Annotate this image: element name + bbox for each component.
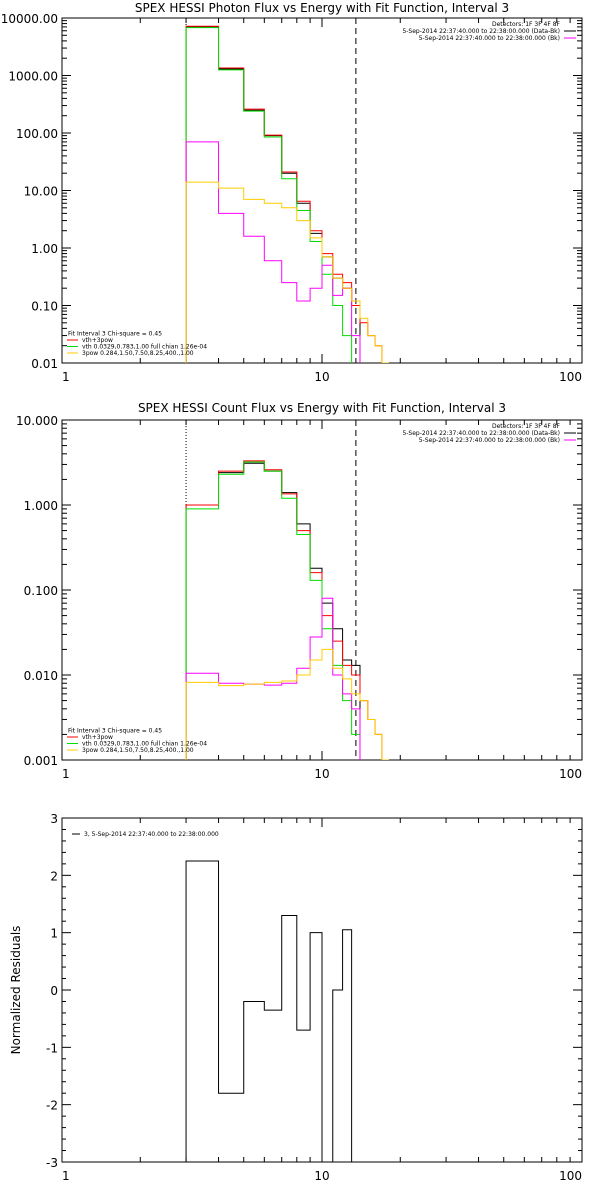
series-1-line <box>185 462 361 760</box>
y-tick-label: 100.00 <box>16 127 58 141</box>
y-axis-label: Normalized Residuals <box>9 926 23 1055</box>
x-tick-label: 100 <box>559 1169 582 1183</box>
legend-entry: 3, 5-Sep-2014 22:37:40.000 to 22:38:00.0… <box>84 831 219 838</box>
legend-entry: Detectors: 1F 3F 4F 8F <box>492 423 561 430</box>
x-tick-label: 1 <box>62 1169 70 1183</box>
legend-entry: 5-Sep-2014 22:37:40.000 to 22:38:00.000 … <box>402 430 560 437</box>
chart-title: SPEX HESSI Count Flux vs Energy with Fit… <box>138 401 506 415</box>
y-tick-label: 10.000 <box>16 414 58 428</box>
legend-entry: vth 0.0329,0.783,1.00 full chian 1.26e-0… <box>82 741 207 748</box>
data-area <box>185 18 389 363</box>
x-tick-label: 1 <box>62 767 70 781</box>
series-4-line <box>185 141 361 363</box>
y-tick-label: -1 <box>46 1041 58 1055</box>
series-1-line <box>185 26 361 363</box>
y-tick-label: -3 <box>46 1156 58 1170</box>
y-tick-label: 0.010 <box>24 669 58 683</box>
legend-entry: Detectors: 1F 3F 4F 8F <box>492 21 561 28</box>
x-tick-label: 10 <box>314 767 329 781</box>
legend-entry: Fit Interval 3 Chi-square = 0.45 <box>68 728 162 735</box>
y-tick-label: 0.10 <box>31 300 58 314</box>
legend-entry: vth 0.0329,0.783,1.00 full chian 1.26e-0… <box>82 344 207 351</box>
legend-entry: 3pow 0.284,1.50,7.50,8.25,400.,1.00 <box>82 747 194 754</box>
data-area <box>185 420 389 760</box>
chart-title: SPEX HESSI Photon Flux vs Energy with Fi… <box>135 1 509 15</box>
legend-top-left: 3, 5-Sep-2014 22:37:40.000 to 22:38:00.0… <box>72 831 219 838</box>
y-tick-label: 0 <box>50 984 58 998</box>
x-tick-label: 100 <box>559 370 582 384</box>
chart-1: SPEX HESSI Photon Flux vs Energy with Fi… <box>1 1 583 384</box>
y-tick-label: 10000.00 <box>1 12 58 26</box>
legend-bottom-left: Fit Interval 3 Chi-square = 0.45vth+3pow… <box>67 728 207 754</box>
legend-entry: Fit Interval 3 Chi-square = 0.45 <box>68 331 162 338</box>
data-area <box>185 860 353 1162</box>
y-tick-label: 1.000 <box>24 499 58 513</box>
y-tick-label: 1000.00 <box>8 70 58 84</box>
chart-2: SPEX HESSI Count Flux vs Energy with Fit… <box>16 401 583 781</box>
legend-entry: vth+3pow <box>82 337 113 344</box>
y-tick-label: 2 <box>50 869 58 883</box>
y-tick-label: 0.01 <box>31 357 58 371</box>
x-tick-label: 10 <box>314 1169 329 1183</box>
x-tick-label: 10 <box>314 370 329 384</box>
legend-entry: 3pow 0.284,1.50,7.50,8.25,400.,1.00 <box>82 350 194 357</box>
legend-entry: 5-Sep-2014 22:37:40.000 to 22:38:00.000 … <box>419 437 560 444</box>
x-tick-label: 100 <box>559 767 582 781</box>
y-tick-label: 0.001 <box>24 754 58 768</box>
series-4-line <box>185 597 361 760</box>
series-2-line <box>185 25 389 363</box>
series-5-line <box>185 648 389 760</box>
legend-bottom-left: Fit Interval 3 Chi-square = 0.45vth+3pow… <box>67 331 207 357</box>
legend-top-right: Detectors: 1F 3F 4F 8F5-Sep-2014 22:37:4… <box>402 423 576 444</box>
y-tick-label: 0.100 <box>24 584 58 598</box>
plot-frame <box>61 17 583 364</box>
series-1-line <box>185 860 353 1162</box>
series-3-line <box>185 27 353 363</box>
x-tick-label: 1 <box>62 370 70 384</box>
series-2-line <box>185 460 389 760</box>
y-tick-label: 10.00 <box>24 185 58 199</box>
y-tick-label: 3 <box>50 812 58 826</box>
series-3-line <box>185 461 361 760</box>
legend-entry: vth+3pow <box>82 734 113 741</box>
legend-top-right: Detectors: 1F 3F 4F 8F5-Sep-2014 22:37:4… <box>402 21 576 42</box>
series-5-line <box>185 181 389 363</box>
chart-3: 1 10 100 -3 -2 -1 0 1 2 3 Normalized Residuals 3, 5… <box>9 812 583 1183</box>
y-tick-label: 1.00 <box>31 242 58 256</box>
y-tick-label: -2 <box>46 1099 58 1113</box>
legend-entry: 5-Sep-2014 22:37:40.000 to 22:38:00.000 … <box>402 28 560 35</box>
legend-entry: 5-Sep-2014 22:37:40.000 to 22:38:00.000 … <box>419 35 560 42</box>
y-tick-label: 1 <box>50 927 58 941</box>
